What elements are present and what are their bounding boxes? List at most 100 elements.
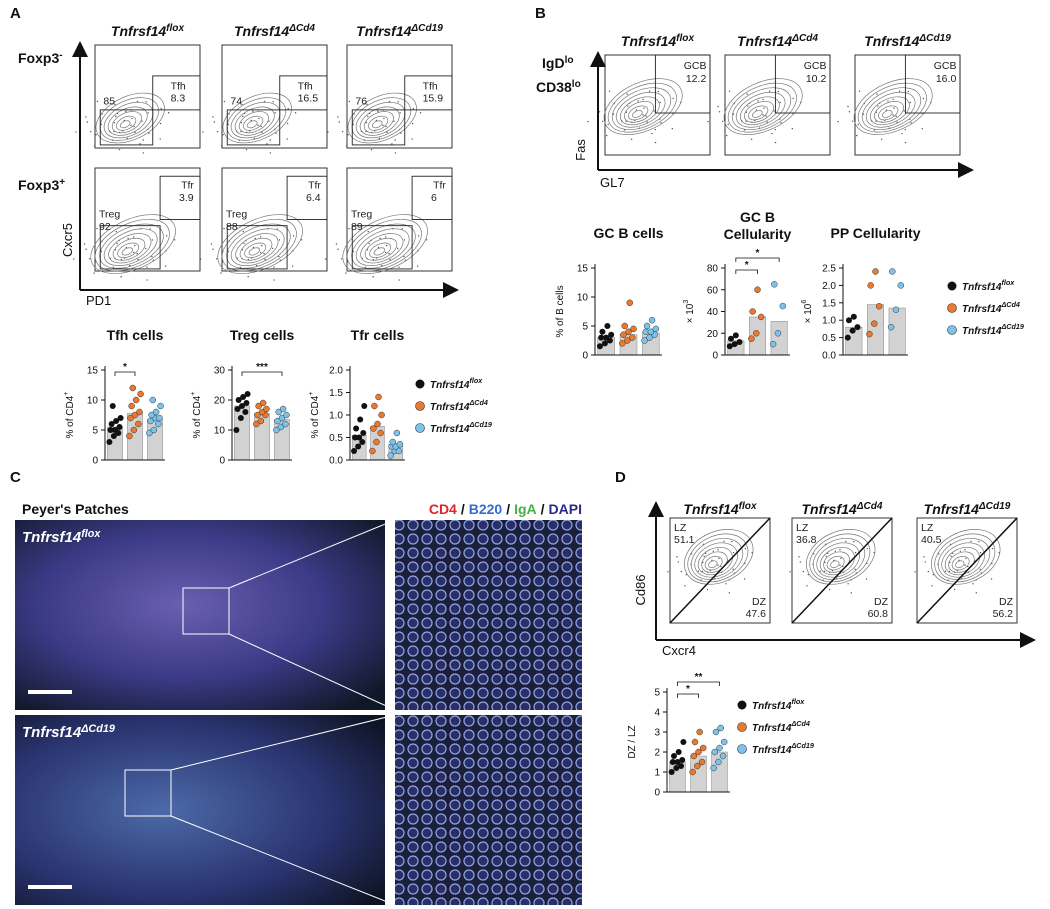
gate-value: 36.8 <box>796 534 817 546</box>
event-dot <box>858 90 861 92</box>
event-dot <box>904 128 906 131</box>
data-point <box>259 399 267 407</box>
stain-name: IgA <box>514 501 537 517</box>
zoom-connector <box>228 633 396 711</box>
event-dot <box>642 114 644 116</box>
data-point <box>108 421 115 427</box>
event-dot <box>384 236 387 238</box>
column-header-base: Tnfrsf14 <box>621 33 676 49</box>
panel-label: D <box>615 469 626 486</box>
panel-title: Peyer's Patches <box>22 501 129 517</box>
event-dot <box>400 132 402 134</box>
event-dot <box>129 264 131 267</box>
event-dot <box>979 568 981 571</box>
data-point <box>129 384 137 392</box>
contour <box>347 92 417 144</box>
event-dot <box>885 109 888 111</box>
y-tick-label: 1.5 <box>822 298 836 309</box>
data-point <box>854 324 861 331</box>
contour <box>809 533 871 583</box>
event-dot <box>836 577 838 580</box>
gate-value: 51.1 <box>674 534 695 546</box>
y-tick-label: 20 <box>214 396 226 407</box>
event-dot <box>291 265 294 267</box>
data-point <box>601 340 608 347</box>
contour <box>364 237 398 261</box>
event-dot <box>173 239 176 241</box>
event-dot <box>398 279 400 281</box>
event-dot <box>253 137 256 140</box>
event-dot <box>875 111 878 113</box>
event-dot <box>223 227 225 230</box>
event-dot <box>337 116 339 118</box>
event-dot <box>259 236 262 238</box>
data-point <box>695 748 702 756</box>
event-dot <box>865 578 868 580</box>
gate-value: 88 <box>226 221 238 233</box>
event-dot <box>791 127 794 130</box>
column-header: Tnfrsf14ΔCd19 <box>864 33 951 49</box>
data-point <box>355 443 362 450</box>
pregate-label-sup: lo <box>565 55 574 66</box>
x-axis-label: PD1 <box>86 293 111 308</box>
row-label-sup: + <box>59 177 65 188</box>
data-point <box>359 439 366 445</box>
data-point <box>148 411 155 419</box>
data-point <box>375 393 382 401</box>
event-dot <box>744 547 747 550</box>
event-dot <box>750 138 753 141</box>
y-axis-label-base: × 10 <box>803 303 814 323</box>
image-label-base: Tnfrsf14 <box>22 724 82 741</box>
event-dot <box>86 121 89 123</box>
event-dot <box>72 258 75 260</box>
event-dot <box>654 141 657 144</box>
event-dot <box>627 105 629 107</box>
legend-label-sup: ΔCd4 <box>468 398 487 407</box>
event-dot <box>385 251 387 254</box>
event-dot <box>707 120 709 123</box>
contour <box>111 111 142 134</box>
data-point <box>234 406 241 412</box>
legend-marker <box>737 700 747 710</box>
event-dot <box>823 570 826 573</box>
event-dot <box>273 266 275 268</box>
y-tick-label: 1.0 <box>329 411 343 422</box>
data-point <box>146 429 153 437</box>
event-dot <box>120 258 123 261</box>
event-dot <box>372 258 375 261</box>
event-dot <box>677 561 680 563</box>
gate-value: 16.5 <box>298 93 319 105</box>
gate <box>279 75 328 111</box>
event-dot <box>243 242 245 245</box>
event-dot <box>961 577 963 580</box>
chart-title: Tfh cells <box>107 327 164 343</box>
event-dot <box>944 570 947 572</box>
data-point <box>112 427 118 433</box>
y-tick-label: 30 <box>214 366 226 377</box>
contour <box>865 91 916 128</box>
event-dot <box>335 243 338 245</box>
gate <box>152 75 201 111</box>
event-dot <box>828 588 831 591</box>
data-point <box>135 420 142 428</box>
image-label-base: Tnfrsf14 <box>22 529 82 546</box>
data-point <box>715 758 722 766</box>
contour <box>615 91 666 128</box>
contour <box>342 214 428 274</box>
column-header-sup: ΔCd4 <box>288 23 315 34</box>
event-dot <box>630 138 633 141</box>
contour <box>853 78 933 135</box>
data-point <box>867 282 874 289</box>
event-dot <box>345 145 348 147</box>
event-dot <box>743 578 746 580</box>
significance-label: * <box>756 248 760 259</box>
y-axis-label-sup: + <box>188 392 197 396</box>
event-dot <box>115 230 117 233</box>
legend-marker <box>737 744 747 754</box>
gate <box>351 109 406 146</box>
event-dot <box>839 549 841 551</box>
row-label-sup: - <box>59 50 62 61</box>
event-dot <box>263 100 266 103</box>
data-point <box>254 411 261 419</box>
row-label: Foxp3+ <box>18 177 65 193</box>
